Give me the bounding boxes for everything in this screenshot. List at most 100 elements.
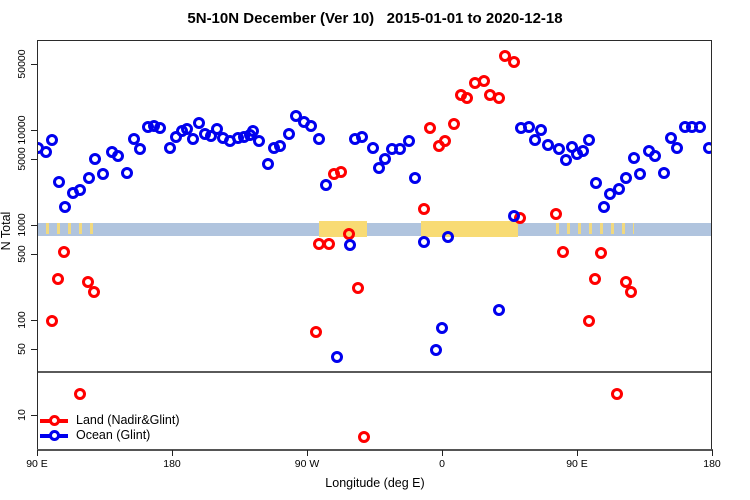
data-point-ocean: [356, 131, 368, 144]
y-tick-label: 100: [16, 311, 28, 329]
data-point-ocean: [657, 166, 670, 179]
data-point-land: [323, 237, 335, 250]
data-point-ocean: [273, 139, 286, 152]
legend-item: Ocean (Glint): [40, 428, 240, 443]
reference-band: [38, 222, 711, 236]
x-tick-mark: [442, 450, 443, 456]
data-point-land: [309, 325, 322, 338]
y-tick-label: 50000: [16, 48, 28, 79]
x-tick-label: 90 W: [294, 458, 320, 470]
legend-label: Ocean (Glint): [76, 428, 151, 442]
data-point-land: [45, 315, 58, 327]
data-point-ocean: [429, 343, 442, 356]
data-point-land: [492, 92, 505, 105]
data-point-ocean: [528, 134, 541, 147]
reference-line: [38, 370, 711, 373]
data-point-land: [357, 431, 370, 444]
data-point-land: [582, 315, 595, 327]
data-point-land: [351, 282, 364, 295]
x-tick-label: 180: [163, 458, 181, 470]
data-point-ocean: [261, 157, 274, 170]
data-point-ocean: [83, 172, 95, 184]
data-point-ocean: [246, 125, 259, 137]
x-tick-mark: [172, 450, 173, 456]
y-tick-label: 50: [16, 342, 28, 355]
data-point-land: [438, 135, 451, 148]
data-point-land: [611, 388, 623, 401]
data-point-ocean: [45, 134, 58, 147]
data-point-ocean: [204, 130, 217, 143]
data-point-ocean: [522, 121, 535, 134]
data-point-land: [507, 56, 520, 69]
data-point-ocean: [492, 304, 505, 317]
data-point-ocean: [96, 168, 109, 181]
data-point-ocean: [164, 142, 176, 155]
data-point-land: [423, 122, 436, 135]
data-point-land: [620, 275, 632, 288]
data-point-ocean: [402, 135, 415, 148]
data-point-ocean: [552, 143, 565, 156]
data-point-ocean: [290, 109, 302, 122]
data-point-ocean: [560, 154, 572, 166]
data-point-ocean: [603, 187, 616, 200]
data-point-ocean: [180, 122, 193, 135]
data-point-land: [335, 166, 347, 179]
data-point-land: [477, 75, 490, 88]
land-fraction-segment: [45, 223, 97, 235]
data-point-ocean: [693, 121, 706, 134]
y-tick-label: 1000: [16, 213, 28, 237]
data-point-land: [498, 49, 511, 62]
x-tick-mark: [712, 450, 713, 456]
data-point-land: [87, 286, 100, 299]
data-point-land: [594, 246, 607, 259]
x-tick-mark: [37, 450, 38, 456]
data-point-ocean: [435, 321, 448, 334]
data-point-ocean: [344, 239, 356, 252]
data-point-ocean: [393, 143, 406, 156]
data-point-ocean: [702, 142, 711, 155]
data-point-ocean: [441, 230, 454, 243]
y-tick-mark: [31, 158, 37, 160]
data-point-ocean: [366, 142, 379, 155]
land-fraction-segment: [318, 221, 367, 237]
data-point-ocean: [633, 167, 646, 180]
data-point-land: [549, 207, 562, 220]
data-point-land: [447, 118, 460, 131]
data-point-ocean: [153, 122, 166, 135]
data-point-ocean: [89, 152, 101, 165]
y-tick-mark: [31, 63, 37, 65]
data-point-land: [342, 228, 355, 241]
data-point-land: [624, 286, 637, 299]
data-point-ocean: [252, 135, 265, 148]
data-point-land: [557, 246, 569, 259]
legend-item: Land (Nadir&Glint): [40, 413, 240, 428]
land-fraction-segment: [420, 221, 518, 237]
x-tick-label: 180: [703, 458, 721, 470]
data-point-ocean: [612, 183, 625, 196]
land-legend-marker-icon: [49, 415, 60, 426]
x-tick-label: 90 E: [566, 458, 588, 470]
data-point-ocean: [59, 200, 71, 213]
chart-title: 5N-10N December (Ver 10) 2015-01-01 to 2…: [187, 10, 563, 27]
data-point-ocean: [39, 146, 52, 159]
data-point-land: [81, 275, 94, 288]
y-tick-label: 10000: [16, 115, 28, 145]
data-point-ocean: [282, 127, 295, 140]
y-axis-title: N Total: [0, 211, 13, 251]
data-point-ocean: [542, 139, 554, 152]
data-point-ocean: [186, 133, 199, 146]
data-point-ocean: [590, 176, 602, 189]
data-point-ocean: [74, 183, 86, 196]
data-point-land: [417, 203, 430, 216]
data-point-ocean: [627, 151, 640, 164]
data-point-ocean: [111, 150, 124, 163]
y-tick-label: 10: [16, 409, 28, 421]
y-tick-label: 5000: [16, 146, 28, 171]
x-tick-mark: [307, 450, 308, 456]
ocean-legend-marker-icon: [49, 430, 60, 441]
data-point-land: [588, 272, 601, 285]
y-tick-mark: [31, 130, 37, 131]
data-point-ocean: [53, 176, 65, 189]
data-point-land: [57, 246, 70, 259]
